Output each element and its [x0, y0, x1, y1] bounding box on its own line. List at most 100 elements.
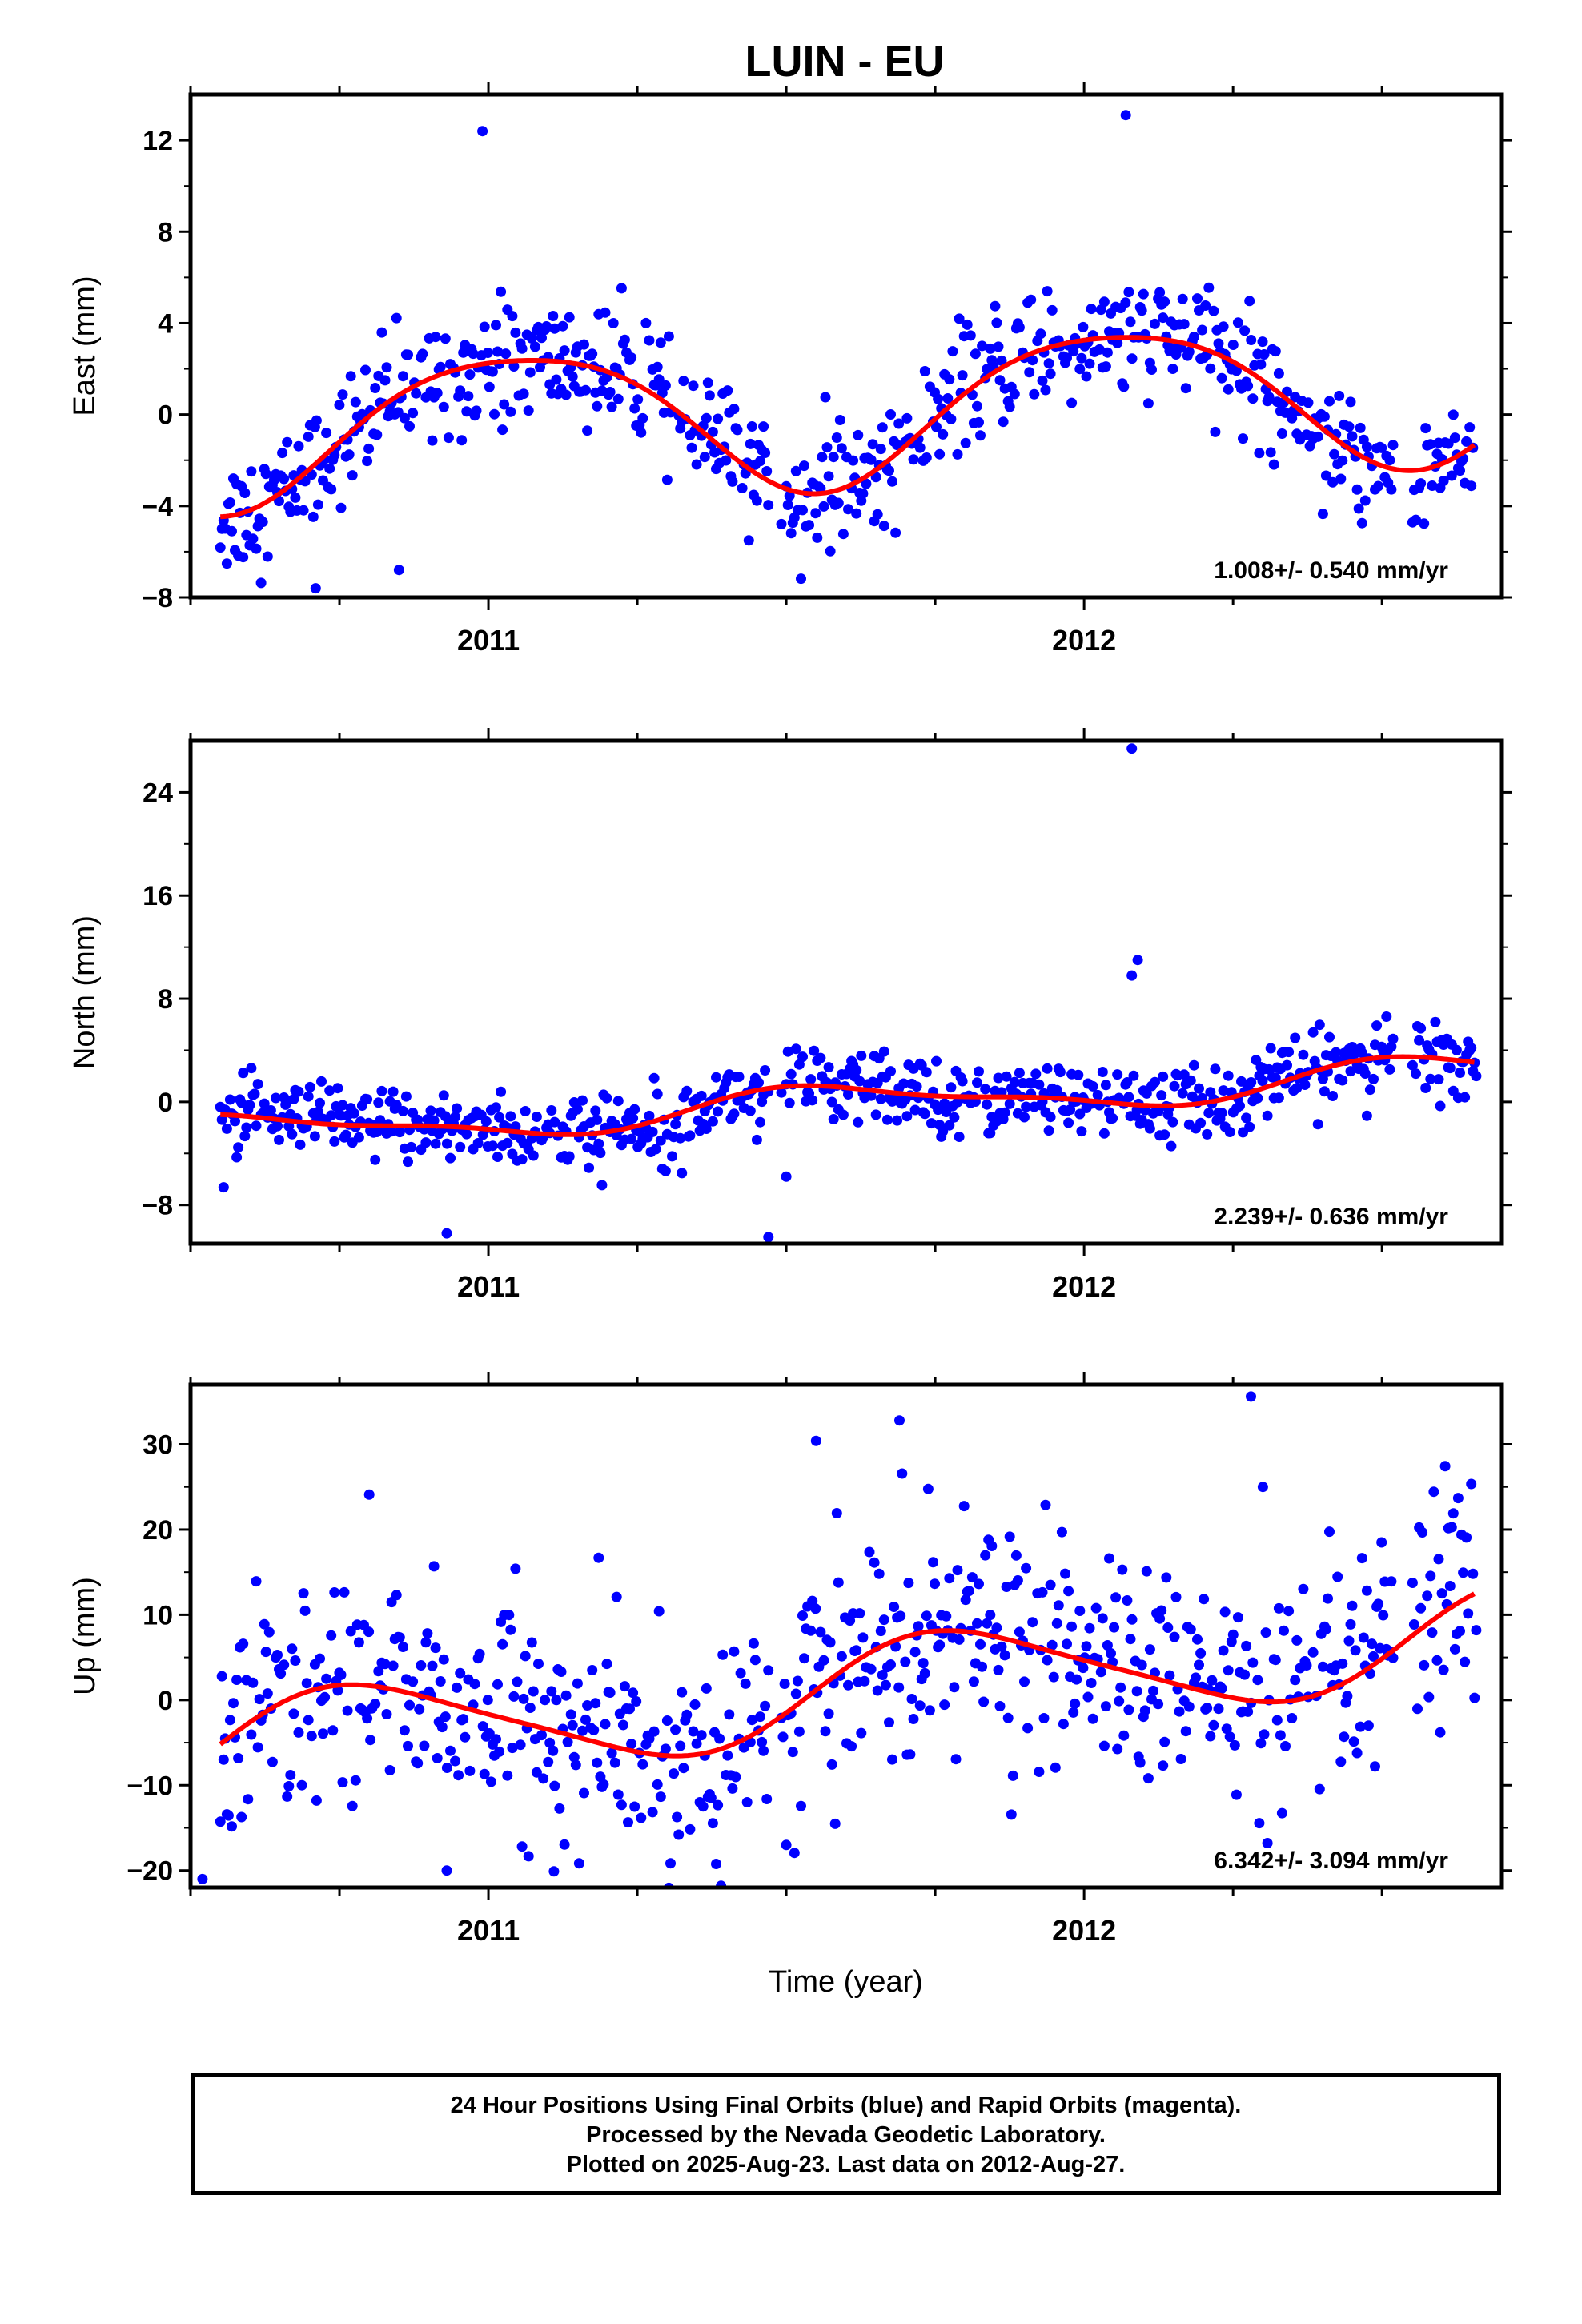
data-point: [636, 427, 647, 438]
data-point: [529, 341, 540, 352]
data-point: [930, 1578, 940, 1590]
data-point: [502, 1137, 513, 1148]
data-point: [1461, 436, 1472, 447]
data-point: [1022, 1723, 1034, 1734]
data-point: [905, 1749, 916, 1760]
data-point: [760, 1065, 771, 1076]
data-point: [443, 432, 454, 444]
data-point: [548, 1866, 560, 1877]
data-point: [678, 376, 689, 387]
data-point: [1037, 1586, 1048, 1598]
data-point: [970, 348, 981, 360]
data-point: [1331, 1047, 1342, 1058]
data-point: [239, 1131, 251, 1142]
data-point: [875, 444, 886, 455]
data-point: [1314, 1783, 1325, 1795]
data-point: [215, 542, 226, 553]
data-point: [994, 1701, 1006, 1711]
data-point: [528, 1150, 539, 1161]
data-point: [362, 1713, 373, 1724]
data-point: [1268, 459, 1279, 470]
data-point: [334, 400, 345, 411]
data-point: [540, 1695, 551, 1706]
y-tick-label: 10: [143, 1600, 173, 1630]
data-point: [761, 1794, 773, 1804]
data-point: [722, 1750, 733, 1761]
data-point: [1262, 1838, 1273, 1848]
data-point: [370, 1699, 381, 1710]
data-point: [833, 1577, 844, 1588]
data-point: [397, 371, 408, 382]
data-point: [990, 300, 1001, 312]
data-point: [1006, 1809, 1017, 1820]
data-point: [1223, 1070, 1234, 1081]
data-point: [1320, 470, 1331, 481]
data-point: [1247, 393, 1259, 404]
data-point: [790, 1688, 801, 1699]
data-point: [347, 1800, 358, 1811]
data-point: [933, 1104, 944, 1116]
data-point: [224, 497, 235, 508]
data-point: [1345, 1618, 1356, 1630]
data-point: [660, 380, 671, 391]
data-point: [1407, 1059, 1418, 1071]
data-point: [399, 412, 410, 424]
data-point: [1001, 1071, 1012, 1082]
data-point: [1420, 423, 1431, 434]
data-point: [568, 1751, 580, 1763]
data-point: [623, 1817, 633, 1828]
data-point: [660, 1743, 671, 1755]
data-point: [629, 403, 640, 414]
data-point: [1120, 297, 1131, 308]
data-point: [482, 348, 493, 358]
data-point: [510, 1563, 521, 1574]
data-point: [996, 1641, 1007, 1652]
data-point: [737, 483, 748, 493]
data-point: [626, 1133, 637, 1144]
data-point: [823, 1708, 834, 1719]
data-point: [793, 1726, 805, 1737]
data-point: [596, 1180, 608, 1191]
data-point: [1427, 480, 1438, 491]
data-point: [851, 1645, 862, 1656]
data-point: [1205, 363, 1216, 374]
data-point: [624, 1703, 635, 1715]
data-point: [1063, 1586, 1074, 1597]
data-point: [890, 527, 901, 538]
data-point: [1098, 1740, 1110, 1751]
data-point: [1342, 1691, 1353, 1702]
data-point: [381, 362, 392, 373]
data-point: [741, 1797, 753, 1807]
data-point: [315, 1653, 325, 1664]
data-point: [966, 1572, 978, 1583]
data-point: [1337, 455, 1348, 466]
data-point: [1071, 1674, 1082, 1685]
data-point: [885, 1659, 896, 1670]
data-point: [520, 1651, 531, 1662]
data-point: [820, 1726, 831, 1737]
data-point: [875, 1093, 886, 1104]
data-point: [699, 452, 710, 463]
data-point: [391, 312, 402, 324]
data-point: [974, 1066, 984, 1077]
data-point: [515, 1739, 526, 1751]
data-point: [921, 452, 932, 463]
data-point: [1347, 431, 1358, 442]
data-point: [1110, 1592, 1122, 1603]
data-point: [1175, 1754, 1186, 1764]
data-point: [1081, 371, 1092, 382]
data-point: [730, 1771, 741, 1783]
y-tick-label: 30: [143, 1430, 173, 1461]
data-point: [1329, 448, 1340, 460]
data-point: [974, 416, 984, 428]
data-point: [1259, 349, 1270, 360]
data-point: [1431, 1655, 1443, 1666]
data-point: [1244, 1121, 1255, 1132]
data-point: [1112, 1069, 1123, 1080]
data-point: [373, 1097, 384, 1108]
data-point: [755, 456, 765, 467]
data-point: [1298, 1583, 1309, 1594]
data-point: [1166, 1140, 1177, 1152]
data-point: [1191, 1672, 1201, 1683]
data-point: [251, 1576, 262, 1587]
